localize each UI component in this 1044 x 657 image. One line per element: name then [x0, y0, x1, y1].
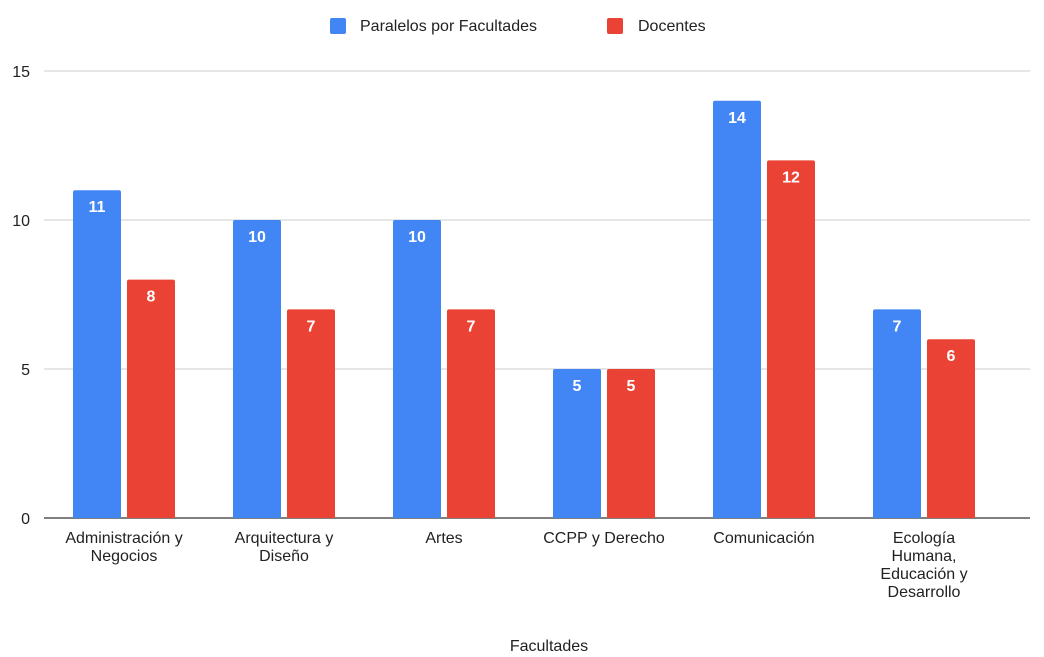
bar[interactable]: [927, 339, 975, 518]
data-labels: 11 8 10 7 10 7 5 5 14 12 7 6: [89, 110, 956, 395]
y-tick-label: 10: [12, 213, 30, 230]
bar[interactable]: [127, 279, 175, 518]
bars: [73, 100, 975, 519]
x-category-label-line: Comunicación: [713, 530, 814, 547]
bar[interactable]: [607, 369, 655, 518]
x-category-label: Comunicación: [713, 530, 814, 547]
legend[interactable]: Paralelos por Facultades Docentes: [330, 18, 706, 35]
bar[interactable]: [233, 220, 281, 518]
legend-label[interactable]: Paralelos por Facultades: [360, 18, 537, 35]
x-category-label: Ecología Humana, Educación y Desarrollo: [880, 530, 967, 601]
x-category-label-line: Negocios: [91, 548, 158, 565]
x-category-label: Artes: [425, 530, 462, 547]
x-category-label-line: CCPP y Derecho: [543, 530, 665, 547]
x-category-label-line: Diseño: [259, 548, 309, 565]
x-category-label-line: Humana,: [892, 548, 957, 565]
x-category-label-line: Arquitectura y: [235, 530, 334, 547]
bar[interactable]: [873, 309, 921, 518]
gridlines: [44, 70, 1030, 519]
bar[interactable]: [767, 160, 815, 518]
bar-value-label: 5: [573, 378, 582, 395]
bar[interactable]: [447, 309, 495, 518]
y-tick-label: 15: [12, 64, 30, 81]
bar-value-label: 7: [307, 318, 316, 335]
y-axis-ticks: 0 5 10 15: [12, 64, 30, 528]
x-category-label: Arquitectura y Diseño: [235, 530, 334, 565]
bar-value-label: 14: [728, 110, 746, 127]
bar-value-label: 7: [893, 318, 902, 335]
x-category-label-line: Artes: [425, 530, 462, 547]
bar[interactable]: [73, 190, 121, 518]
legend-label[interactable]: Docentes: [638, 18, 706, 35]
bar-value-label: 8: [147, 289, 156, 306]
x-category-label: Administración y Negocios: [65, 530, 182, 565]
x-axis-title: Facultades: [510, 638, 588, 652]
legend-swatch[interactable]: [607, 18, 623, 34]
y-tick-label: 0: [21, 511, 30, 528]
x-category-label-line: Administración y: [65, 530, 182, 547]
legend-swatch[interactable]: [330, 18, 346, 34]
x-axis-categories: Administración y Negocios Arquitectura y Di…: [65, 530, 967, 601]
bar[interactable]: [713, 100, 761, 519]
bar-value-label: 10: [408, 229, 426, 246]
bar-value-label: 6: [947, 348, 956, 365]
bar-value-label: 5: [627, 378, 636, 395]
y-tick-label: 5: [21, 362, 30, 379]
x-category-label-line: Desarrollo: [888, 584, 961, 601]
bar-value-label: 12: [782, 169, 800, 186]
bar[interactable]: [393, 220, 441, 518]
bar-value-label: 11: [89, 199, 106, 216]
bar[interactable]: [287, 309, 335, 518]
bar[interactable]: [553, 369, 601, 518]
bar-value-label: 7: [467, 318, 476, 335]
bar-value-label: 10: [248, 229, 266, 246]
x-category-label-line: Educación y: [880, 566, 967, 583]
x-category-label-line: Ecología: [893, 530, 955, 547]
x-category-label: CCPP y Derecho: [543, 530, 665, 547]
